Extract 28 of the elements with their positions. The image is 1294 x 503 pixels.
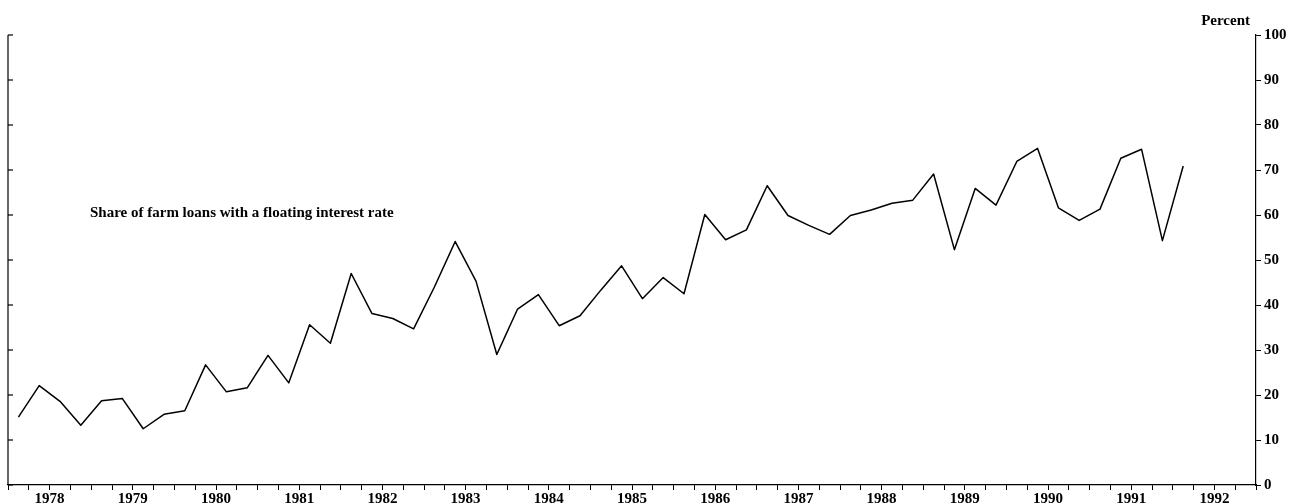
x-tick-label: 1988 (866, 489, 897, 503)
y-tick-label: 70 (1264, 160, 1279, 177)
y-tick-label: 100 (1264, 25, 1287, 42)
x-tick-label: 1985 (617, 489, 647, 503)
y-tick-label: 90 (1264, 70, 1279, 87)
x-tick-label: 1981 (284, 489, 315, 503)
y-axis-title: Percent (1201, 12, 1250, 29)
x-tick-label: 1980 (201, 489, 231, 503)
x-tick-label: 1979 (117, 489, 148, 503)
y-tick-label: 0 (1264, 475, 1272, 492)
x-tick-label: 1987 (783, 489, 814, 503)
x-tick-label: 1982 (367, 489, 398, 503)
x-tick-label: 1989 (949, 489, 980, 503)
y-tick-label: 20 (1264, 385, 1279, 402)
y-tick-label: 50 (1264, 250, 1279, 267)
y-tick-label: 60 (1264, 205, 1279, 222)
y-tick-label: 10 (1264, 430, 1279, 447)
annotation: Share of farm loans with a floating interest rate (90, 203, 394, 220)
y-tick-label: 40 (1264, 295, 1279, 312)
x-tick-label: 1986 (700, 489, 731, 503)
x-tick-label: 1983 (450, 489, 481, 503)
x-tick-label: 1978 (34, 489, 65, 503)
y-tick-label: 30 (1264, 340, 1279, 357)
x-tick-label: 1984 (533, 489, 565, 503)
y-tick-label: 80 (1264, 115, 1279, 132)
x-tick-label: 1991 (1116, 489, 1147, 503)
x-tick-label: 1990 (1033, 489, 1063, 503)
x-tick-label: 1992 (1199, 489, 1230, 503)
